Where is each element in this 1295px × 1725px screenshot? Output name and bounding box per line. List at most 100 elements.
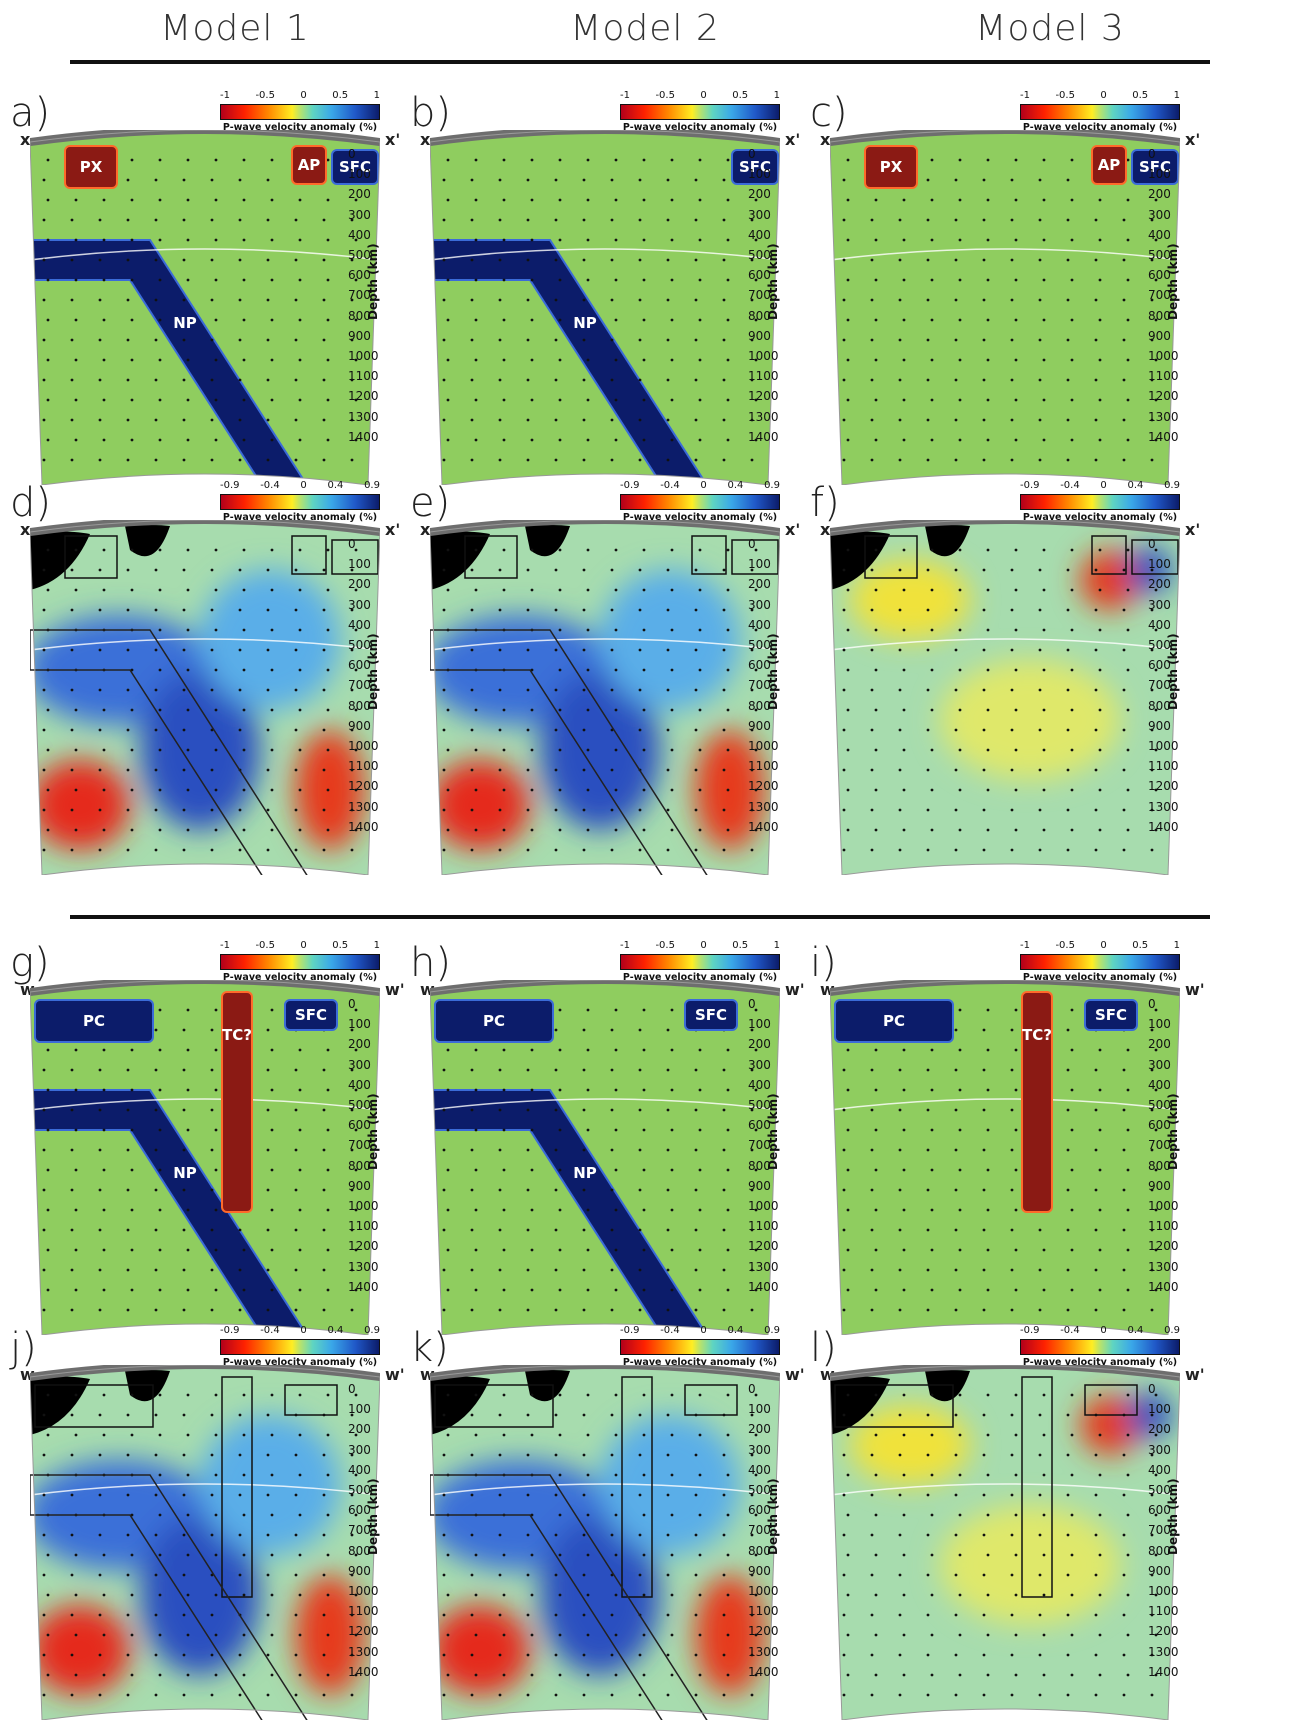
depth-tick: 1400	[748, 429, 779, 444]
section-end-label: x'	[785, 130, 801, 149]
depth-tick: 0	[748, 147, 756, 161]
anomaly-outline	[64, 535, 118, 579]
section-end-label: w'	[385, 980, 405, 999]
anomaly-box-pc	[34, 999, 154, 1043]
depth-tick: 1000	[1148, 739, 1179, 754]
panel-a: a) -1 -0.5 0 0.5 1 P-wave velocity anomaly (%)…	[10, 90, 410, 490]
colorbar-gradient	[1020, 104, 1180, 120]
panel-l: l) -0.9 -0.4 0 0.4 0.9 P-wave velocity anomaly…	[810, 1325, 1210, 1725]
depth-tick: 100	[1148, 167, 1171, 182]
section-border	[430, 130, 780, 485]
depth-tick: 1300	[348, 409, 379, 424]
colorbar-ticks: -0.9 -0.4 0 0.4 0.9	[1020, 1325, 1180, 1337]
cross-section	[830, 520, 1180, 875]
depth-tick: 0	[1148, 997, 1156, 1011]
colorbar-gradient	[220, 494, 380, 510]
depth-tick: 600	[348, 658, 371, 673]
depth-axis-label: Depth (km)	[366, 243, 380, 320]
depth-tick: 800	[348, 1543, 371, 1558]
depth-tick: 1300	[748, 1259, 779, 1274]
section-end-label: w'	[1185, 1365, 1205, 1384]
depth-tick: 1300	[748, 409, 779, 424]
depth-tick: 400	[1148, 227, 1171, 242]
feature-label: TC?	[222, 1026, 252, 1044]
colorbar-label: P-wave velocity anomaly (%)	[222, 972, 378, 983]
panel-e: e) -0.9 -0.4 0 0.4 0.9 P-wave velocity anomaly…	[410, 480, 810, 880]
discontinuity-line	[830, 638, 1180, 651]
depth-tick: 0	[748, 997, 756, 1011]
depth-tick: 700	[348, 678, 371, 693]
depth-tick: 1200	[748, 1624, 779, 1639]
depth-tick: 0	[348, 147, 356, 161]
discontinuity-line	[30, 1483, 380, 1496]
depth-tick: 900	[748, 718, 771, 733]
depth-tick: 200	[348, 1037, 371, 1052]
depth-tick: 600	[1148, 268, 1171, 283]
depth-tick: 1300	[1148, 409, 1179, 424]
feature-label: NP	[573, 1164, 597, 1182]
colorbar-tick: 0.5	[1132, 940, 1149, 951]
colorbar-tick: -1	[220, 940, 230, 951]
discontinuity-line	[830, 1098, 1180, 1111]
anomaly-box-pc	[834, 999, 954, 1043]
colorbar-tick: 0	[300, 940, 307, 951]
depth-axis-label: Depth (km)	[1166, 633, 1180, 710]
colorbar-tick: -0.9	[220, 1325, 240, 1336]
colorbar-tick: 0.4	[1127, 480, 1144, 491]
depth-tick: 700	[748, 1523, 771, 1538]
feature-label: AP	[298, 156, 321, 174]
node-grid	[842, 1393, 1158, 1697]
colorbar-tick: 0	[700, 480, 707, 491]
anomaly-box-sfc	[331, 149, 379, 185]
depth-tick: 1100	[348, 759, 379, 774]
section-border	[430, 520, 780, 875]
section-end-label: w'	[1185, 980, 1205, 999]
anomaly-box-sfc	[1084, 999, 1138, 1031]
section-end-label: w'	[785, 1365, 805, 1384]
depth-tick: 900	[348, 1178, 371, 1193]
node-grid	[42, 548, 358, 852]
cross-section	[30, 1365, 380, 1720]
panel-letter: g)	[10, 940, 50, 986]
depth-tick: 100	[748, 167, 771, 182]
colorbar: -0.9 -0.4 0 0.4 0.9 P-wave velocity anomaly (…	[220, 1325, 380, 1368]
anomaly-outline	[1084, 1384, 1138, 1416]
depth-tick: 0	[1148, 147, 1156, 161]
depth-axis-label: Depth (km)	[1166, 243, 1180, 320]
colorbar-tick: 1	[373, 90, 380, 101]
section-end-label: x'	[385, 520, 401, 539]
depth-ticks: 0 100 200 300 400 500 600 700 800 900 1000 1100 1200…	[348, 994, 379, 1297]
depth-axis-label: Depth (km)	[366, 1478, 380, 1555]
no-coverage-zone	[525, 525, 570, 557]
depth-ticks: 0 100 200 300 400 500 600 700 800 900 1000 1100 1200…	[748, 144, 779, 447]
depth-tick: 200	[1148, 1422, 1171, 1437]
depth-tick: 1400	[1148, 1279, 1179, 1294]
colorbar-tick: -1	[1020, 90, 1030, 101]
colorbar-tick: 0.4	[327, 1325, 344, 1336]
cross-section	[430, 1365, 780, 1720]
depth-tick: 500	[748, 248, 771, 263]
colorbar-tick: 0	[300, 1325, 307, 1336]
no-coverage-zone	[30, 531, 90, 590]
anomaly-outline	[1021, 1376, 1053, 1598]
depth-tick: 600	[748, 658, 771, 673]
depth-ticks: 0 100 200 300 400 500 600 700 800 900 1000 1100 1200…	[348, 144, 379, 447]
section-end-label: w'	[785, 980, 805, 999]
depth-tick: 1300	[348, 799, 379, 814]
depth-tick: 200	[748, 187, 771, 202]
depth-tick: 1400	[348, 429, 379, 444]
depth-tick: 400	[1148, 617, 1171, 632]
anomaly-outline	[691, 535, 727, 575]
slab-outline	[430, 629, 708, 875]
depth-tick: 600	[348, 1118, 371, 1133]
depth-tick: 1200	[748, 389, 779, 404]
colorbar: -1 -0.5 0 0.5 1 P-wave velocity anomaly (%)	[220, 90, 380, 133]
panel-d: d) -0.9 -0.4 0 0.4 0.9 P-wave velocity anomaly…	[10, 480, 410, 880]
depth-tick: 1400	[348, 1664, 379, 1679]
colorbar-tick: -0.9	[1020, 1325, 1040, 1336]
section-border	[30, 130, 380, 485]
depth-axis-label: Depth (km)	[1166, 1093, 1180, 1170]
discontinuity-line	[430, 1098, 780, 1111]
depth-ticks: 0 100 200 300 400 500 600 700 800 900 1000 1100 1200…	[1148, 1379, 1179, 1682]
depth-tick: 800	[1148, 1158, 1171, 1173]
